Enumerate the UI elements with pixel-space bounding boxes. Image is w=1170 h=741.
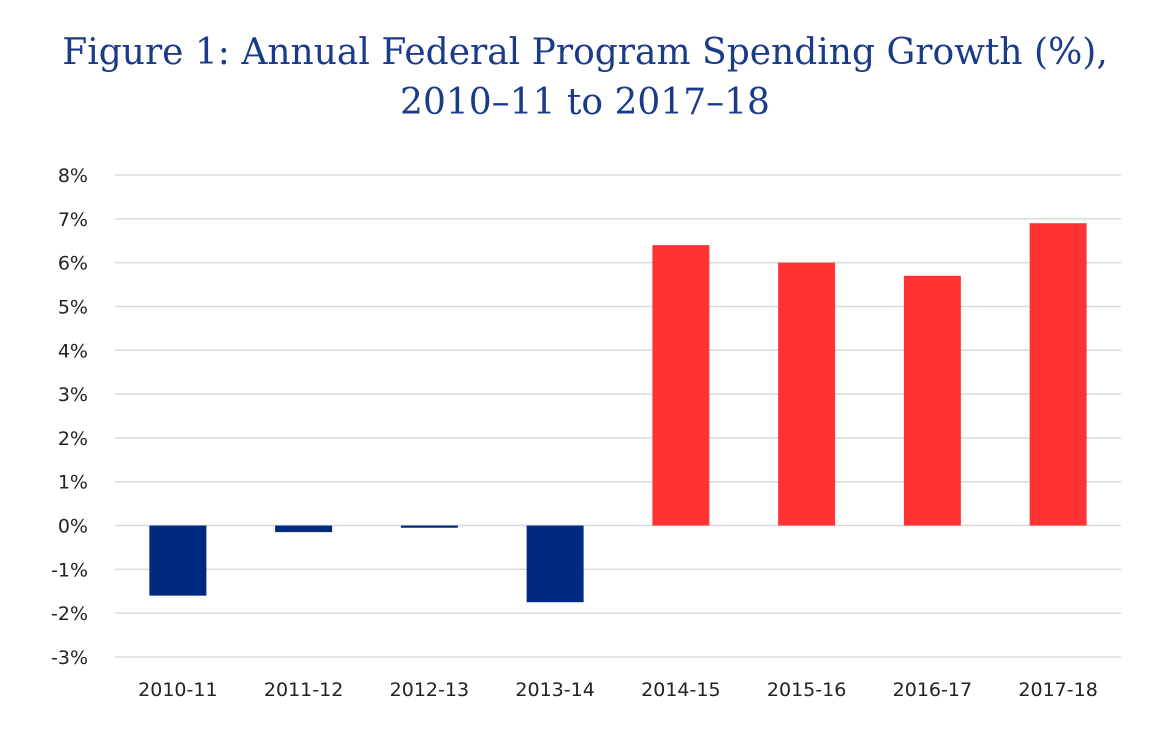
x-tick-label: 2013-14 <box>515 679 594 701</box>
y-tick-label: 6% <box>58 253 88 275</box>
x-tick-label: 2017-18 <box>1018 679 1097 701</box>
y-tick-label: 4% <box>58 340 88 362</box>
x-tick-label: 2010-11 <box>138 679 217 701</box>
bar-2013-14 <box>526 525 584 603</box>
bar-2011-12 <box>275 525 333 533</box>
y-tick-label: 0% <box>58 516 88 538</box>
x-tick-label: 2012-13 <box>390 679 469 701</box>
bar-2012-13 <box>400 525 458 528</box>
y-tick-label: 1% <box>58 472 88 494</box>
chart-title-line-1: Figure 1: Annual Federal Program Spendin… <box>62 32 1108 73</box>
chart-title-line-2: 2010–11 to 2017–18 <box>400 82 770 123</box>
x-tick-label: 2016-17 <box>893 679 972 701</box>
y-tick-label: 8% <box>58 165 88 187</box>
bars <box>149 223 1087 603</box>
x-tick-label: 2014-15 <box>641 679 720 701</box>
y-tick-label: 3% <box>58 384 88 406</box>
y-tick-label: 5% <box>58 296 88 318</box>
y-tick-label: -2% <box>51 603 88 625</box>
bar-2015-16 <box>778 262 836 526</box>
chart-title: Figure 1: Annual Federal Program Spendin… <box>0 28 1170 128</box>
y-axis-ticks: 8% 7% 6% 5% 4% 3% 2% 1% 0% -1% -2% -3% <box>51 165 88 669</box>
bar-2016-17 <box>903 275 961 526</box>
y-tick-label: 7% <box>58 209 88 231</box>
x-axis-ticks: 2010-11 2011-12 2012-13 2013-14 2014-15 2015-… <box>138 679 1098 701</box>
bar-2017-18 <box>1029 223 1087 526</box>
y-tick-label: -3% <box>51 647 88 669</box>
y-tick-label: 2% <box>58 428 88 450</box>
x-tick-label: 2015-16 <box>767 679 846 701</box>
x-tick-label: 2011-12 <box>264 679 343 701</box>
bar-2010-11 <box>149 525 207 596</box>
grid-lines <box>115 174 1121 658</box>
bar-2014-15 <box>652 245 710 526</box>
y-tick-label: -1% <box>51 559 88 581</box>
